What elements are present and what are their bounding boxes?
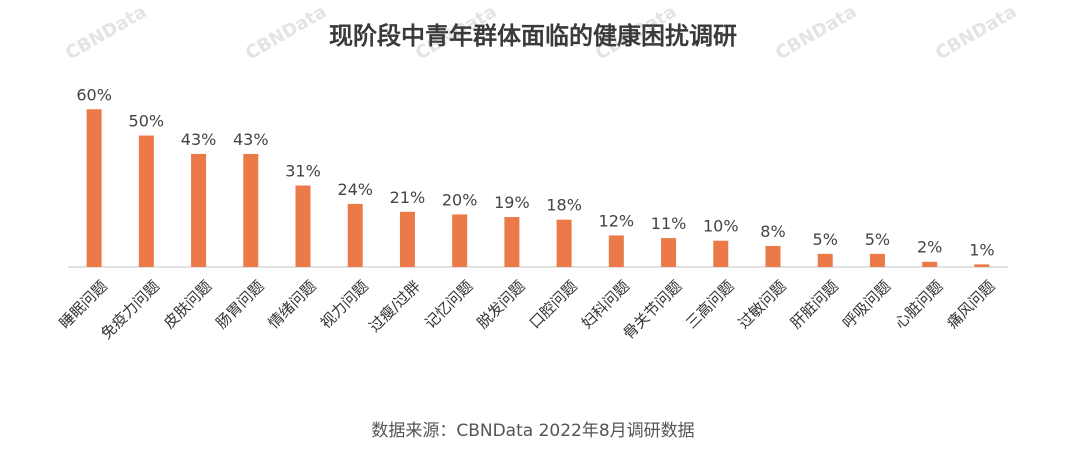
x-tick-label: 心脏问题 bbox=[891, 277, 946, 332]
bar bbox=[243, 153, 259, 267]
data-label: 5% bbox=[813, 230, 838, 249]
watermark-text: CBNData bbox=[772, 1, 860, 64]
bar bbox=[399, 211, 415, 267]
data-label: 24% bbox=[337, 180, 373, 199]
x-tick-label: 过敏问题 bbox=[735, 277, 790, 332]
watermark-text: CBNData bbox=[62, 1, 150, 64]
bar-series bbox=[86, 109, 990, 268]
bar bbox=[347, 203, 363, 267]
x-tick-label: 呼吸问题 bbox=[839, 277, 894, 332]
x-tick-label: 三高问题 bbox=[682, 277, 737, 332]
bar bbox=[922, 261, 938, 267]
x-tick-label: 口腔问题 bbox=[526, 277, 581, 332]
x-axis-ticks: 睡眠问题免疫力问题皮肤问题肠胃问题情绪问题视力问题过瘦/过胖记忆问题脱发问题口腔… bbox=[56, 277, 999, 343]
data-label: 20% bbox=[442, 190, 478, 209]
x-tick-label: 情绪问题 bbox=[265, 277, 320, 332]
data-label: 11% bbox=[651, 214, 687, 233]
bar bbox=[608, 235, 624, 267]
x-tick-label: 脱发问题 bbox=[473, 277, 528, 332]
data-label: 8% bbox=[760, 222, 785, 241]
data-label: 5% bbox=[865, 230, 890, 249]
data-label: 21% bbox=[390, 188, 426, 207]
bar bbox=[191, 153, 207, 267]
data-label: 43% bbox=[181, 130, 217, 149]
source-note: 数据来源：CBNData 2022年8月调研数据 bbox=[371, 421, 694, 441]
x-tick-label: 肠胃问题 bbox=[212, 277, 267, 332]
bar bbox=[661, 238, 677, 267]
data-label: 18% bbox=[546, 196, 582, 215]
bar bbox=[86, 109, 102, 268]
bar bbox=[295, 185, 311, 267]
data-label: 12% bbox=[599, 211, 635, 230]
data-label: 10% bbox=[703, 217, 739, 236]
bar bbox=[504, 217, 520, 267]
data-label: 43% bbox=[233, 130, 269, 149]
x-tick-label: 过瘦/过胖 bbox=[365, 277, 424, 336]
bar bbox=[556, 219, 572, 267]
data-label: 31% bbox=[285, 162, 321, 181]
data-label: 1% bbox=[969, 240, 994, 259]
data-label: 50% bbox=[129, 112, 165, 131]
x-tick-label: 记忆问题 bbox=[421, 277, 476, 332]
bar bbox=[869, 253, 885, 267]
bar bbox=[765, 245, 781, 267]
bar bbox=[974, 264, 990, 267]
x-tick-label: 痛风问题 bbox=[943, 277, 998, 332]
data-label: 19% bbox=[494, 193, 530, 212]
bar bbox=[713, 240, 729, 267]
bar bbox=[452, 214, 468, 267]
watermark-text: CBNData bbox=[932, 1, 1020, 64]
data-labels: 60% 50% 43% 43% 31% 24% 21% 20% 19% 18% 12% 11% 10% 8… bbox=[76, 85, 994, 259]
data-label: 2% bbox=[917, 238, 942, 257]
watermark-text: CBNData bbox=[242, 1, 330, 64]
data-label: 60% bbox=[76, 85, 112, 104]
bar bbox=[138, 135, 154, 267]
bar bbox=[817, 253, 833, 267]
x-tick-label: 视力问题 bbox=[317, 277, 372, 332]
x-tick-label: 皮肤问题 bbox=[160, 277, 215, 332]
x-tick-label: 肝脏问题 bbox=[787, 277, 842, 332]
chart-title: 现阶段中青年群体面临的健康困扰调研 bbox=[329, 22, 737, 50]
